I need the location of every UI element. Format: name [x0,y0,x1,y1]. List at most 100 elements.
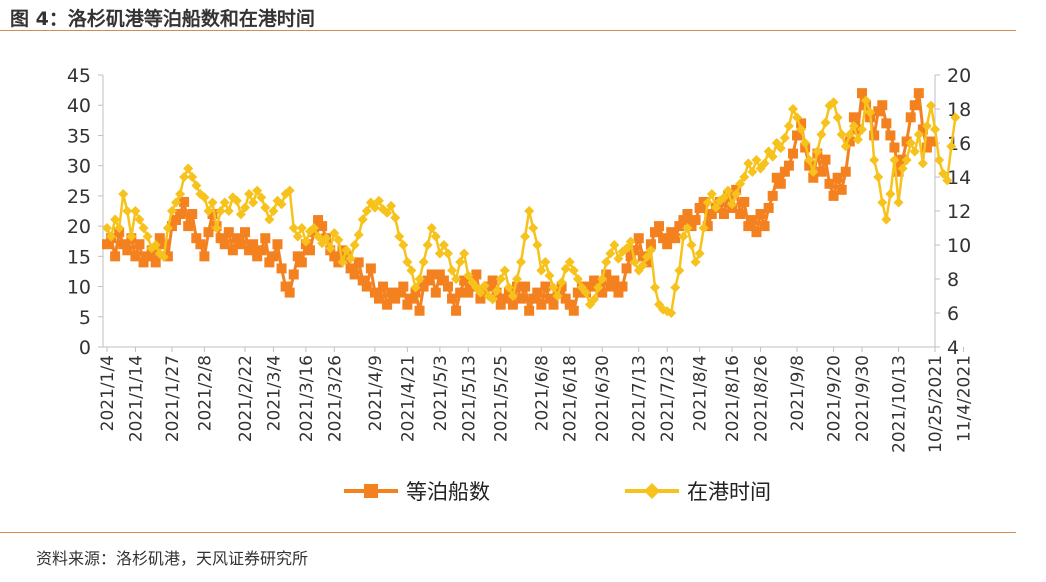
series-2-point [800,138,811,148]
series-1-point [219,239,230,250]
series-1-point [536,299,547,310]
y-left-tick-label: 40 [67,95,91,117]
series-1-point [130,251,141,262]
series-1-point [317,221,328,232]
series-2-point [710,202,721,213]
series-2-point [353,229,364,240]
series-2-point [130,206,141,216]
series-2-point [118,189,129,199]
series-2-point [235,209,246,220]
series-1-point [905,112,916,123]
series-2-point [183,163,194,174]
series-2-point [609,240,620,250]
series-2-point [856,124,867,135]
series-1-point [292,251,303,262]
series-2-point [175,189,186,199]
series-1-point [231,233,242,244]
series-1-point [118,239,129,250]
series-2-point [694,248,705,259]
series-2-point [369,202,380,213]
series-1-point [183,221,194,232]
series-2-point [877,197,888,208]
y-right-tick-label: 10 [947,235,971,257]
series-2-point [723,185,734,196]
series-1-point [150,257,161,268]
series-2-point [820,117,831,128]
series-1-point [645,239,656,250]
series-2-point [873,172,884,182]
series-2-point [808,166,819,177]
series-1-point [901,136,912,147]
series-2-point [150,240,161,250]
series-2-point [670,282,681,293]
series-2-point [913,129,924,140]
series-2-point [357,214,368,225]
y-left-tick-label: 25 [67,186,91,208]
series-2-point [252,185,263,196]
series-1-point [921,142,932,153]
series-2-point [544,270,555,281]
series-1-point [487,275,498,286]
series-1-point [215,233,226,244]
series-1-point [674,221,685,232]
series-1-point [195,239,206,250]
series-2-point [678,231,689,242]
series-1-point [873,106,884,117]
series-2-point [828,97,839,108]
series-1-point [654,221,665,232]
y-left-tick-label: 10 [67,277,91,299]
series-1-point [329,251,340,262]
series-2-point [869,155,880,165]
series-1-point [747,215,758,226]
series-2-point [597,274,608,284]
series-2-point [207,197,218,208]
series-2-point [410,282,421,293]
series-1-point [820,154,831,165]
series-1-point [248,239,259,250]
series-2-point [114,223,125,233]
series-2-point [605,248,616,259]
series-2-point [507,291,518,301]
series-1-point [926,136,936,147]
series-1-point [528,293,539,304]
series-1-point [856,88,867,99]
series-2-point [447,265,458,276]
series-2-point [690,257,701,267]
series-1-point [203,227,214,238]
series-1-point [658,233,669,244]
series-2-point [641,251,652,262]
series-1-point [743,221,754,232]
x-tick-label: 2021/4/9 [366,355,386,431]
series-1-point [386,287,397,298]
series-1-point [288,269,299,280]
series-2-point [337,257,348,267]
y-left-tick-label: 5 [79,307,91,329]
series-2-point [390,212,401,223]
series-1-point [260,233,271,244]
series-2-point [735,178,746,189]
series-1-point [256,245,267,256]
series-1-point [601,269,612,280]
y-left-tick-label: 15 [67,246,91,268]
x-tick-label: 2021/7/13 [630,355,650,442]
series-2-point [106,231,117,242]
x-tick-label: 2021/1/14 [126,355,146,442]
series-2-point [674,265,685,276]
series-2-point [893,197,904,208]
series-1-point [455,287,466,298]
series-1-point [187,209,198,220]
series-2-point [345,253,356,264]
series-2-point [759,158,770,169]
series-1-point [503,287,514,298]
series-2-point [649,282,660,293]
series-2-point [921,121,932,131]
series-1-point [723,190,734,201]
series-1-point [410,287,421,298]
series-1-point [511,281,522,292]
series-1-point [682,209,693,220]
series-2-point [386,200,397,211]
series-2-point [950,112,961,123]
series-2-point [430,231,441,242]
series-1-point [796,118,807,129]
series-2-point [442,248,453,259]
